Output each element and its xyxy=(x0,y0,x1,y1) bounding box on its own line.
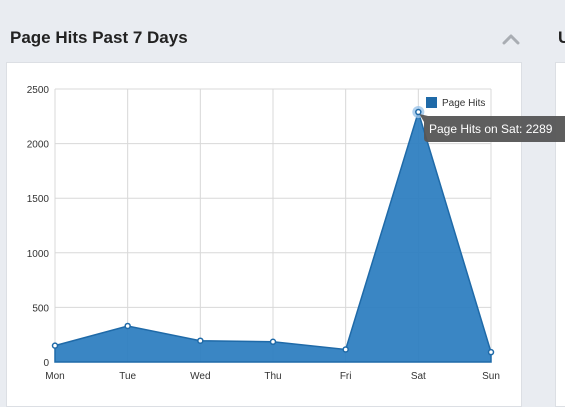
y-tick-label: 1500 xyxy=(27,194,50,205)
data-point[interactable] xyxy=(342,346,349,353)
widget-header: Page Hits Past 7 Days xyxy=(0,0,540,60)
x-tick-label: Fri xyxy=(340,371,352,382)
y-tick-label: 1000 xyxy=(27,249,50,260)
x-tick-label: Tue xyxy=(119,371,136,382)
x-tick-label: Sun xyxy=(482,371,500,382)
y-tick-label: 2500 xyxy=(27,85,50,96)
data-point[interactable] xyxy=(51,342,59,349)
y-tick-label: 500 xyxy=(32,303,49,314)
y-tick-label: 0 xyxy=(43,358,49,369)
x-tick-label: Sat xyxy=(411,371,426,382)
data-point[interactable] xyxy=(269,338,277,346)
data-point[interactable] xyxy=(487,348,495,356)
legend-label: Page Hits xyxy=(442,98,485,109)
series-area xyxy=(54,109,492,363)
widget-title: Page Hits Past 7 Days xyxy=(10,28,188,47)
data-point[interactable] xyxy=(197,337,204,344)
chart-area-layer xyxy=(54,109,492,363)
collapse-button[interactable] xyxy=(500,30,522,48)
x-tick-label: Thu xyxy=(264,371,281,382)
y-tick-label: 2000 xyxy=(27,140,50,151)
tooltip-background xyxy=(419,114,565,142)
data-point[interactable] xyxy=(415,108,422,116)
chart-legend: Page Hits xyxy=(426,97,485,109)
x-tick-label: Mon xyxy=(45,371,64,382)
chevron-up-icon xyxy=(502,34,520,45)
chart-axes: 0 500 1000 1500 2000 2500 Mon Tue Wed Thu Fri Sat Su… xyxy=(27,85,500,382)
legend-swatch xyxy=(426,97,437,108)
next-widget-title: U xyxy=(558,28,565,47)
tooltip-text: Page Hits on Sat: 2289 xyxy=(429,122,553,136)
x-tick-label: Wed xyxy=(190,371,210,382)
chart-tooltip: Page Hits on Sat: 2289 xyxy=(419,114,565,142)
data-point[interactable] xyxy=(124,322,131,330)
